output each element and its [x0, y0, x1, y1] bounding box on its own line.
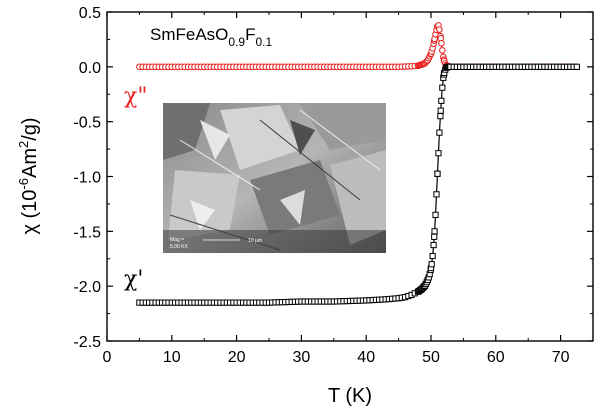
y-tick-label: -2.0 [73, 279, 101, 296]
sem-meta-line2: 5.00 KX [170, 244, 188, 250]
data-point [431, 233, 438, 240]
data-point [438, 97, 445, 104]
x-axis-ticks: 0 10 20 30 40 50 60 70 [103, 12, 570, 366]
y-tick-label: -1.0 [73, 170, 101, 187]
x-tick-label: 70 [552, 349, 570, 366]
x-axis-title: T (K) [328, 385, 372, 407]
x-tick-label: 40 [357, 349, 375, 366]
data-point [438, 39, 445, 47]
x-tick-label: 10 [163, 349, 181, 366]
data-point [433, 191, 440, 198]
x-tick-label: 60 [487, 349, 505, 366]
data-point [437, 107, 444, 114]
data-point [573, 63, 580, 70]
series-label-chi-prime: χ' [124, 267, 143, 292]
series-label-chi-double-prime: χ" [124, 84, 147, 109]
sem-scale-text: 10 μm [248, 238, 262, 244]
sem-inset: 10 μm Mag = 5.00 KX [163, 103, 386, 253]
data-point [436, 129, 443, 136]
x-tick-label: 0 [103, 349, 112, 366]
y-axis-ticks: 0.5 0.0 -0.5 -1.0 -1.5 -2.0 -2.5 [73, 5, 593, 351]
sem-texture: 10 μm Mag = 5.00 KX [163, 103, 386, 253]
x-tick-label: 30 [293, 349, 311, 366]
y-axis-title: χ (10-6Am2/g) [16, 117, 41, 234]
y-tick-label: -1.5 [73, 224, 101, 241]
data-point [439, 84, 446, 91]
x-tick-label: 20 [228, 349, 246, 366]
data-point [429, 252, 436, 260]
data-point [439, 47, 446, 54]
y-tick-label: 0.5 [79, 5, 101, 22]
compound-label: SmFeAsO0.9F0.1 [150, 25, 272, 49]
x-tick-label: 50 [422, 349, 440, 366]
data-point [437, 113, 444, 120]
data-point [434, 170, 441, 177]
data-point [435, 150, 442, 157]
data-point [428, 261, 435, 268]
data-point [432, 211, 439, 218]
data-point [431, 228, 438, 235]
y-tick-label: -2.5 [73, 334, 101, 351]
data-point [430, 241, 437, 249]
y-tick-label: 0.0 [79, 60, 101, 77]
data-point [436, 26, 443, 33]
series-markers [136, 22, 581, 306]
y-tick-label: -0.5 [73, 115, 101, 132]
sem-meta-line1: Mag = [170, 237, 184, 243]
